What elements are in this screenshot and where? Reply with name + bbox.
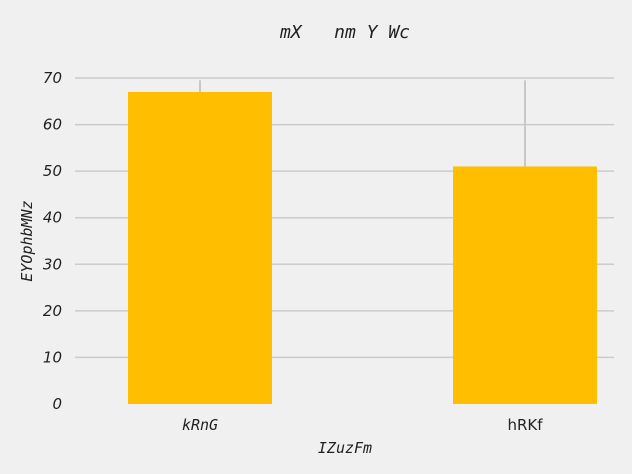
- bar: [453, 166, 597, 404]
- x-tick-label: hRKf: [507, 416, 543, 434]
- y-tick-label: 70: [43, 69, 62, 87]
- y-axis-label: EYOphbMNz: [18, 200, 36, 281]
- y-tick-label: 10: [43, 348, 62, 366]
- y-tick-label: 0: [52, 395, 62, 413]
- x-axis-ticks: kRnG hRKf: [182, 416, 543, 434]
- y-tick-label: 30: [43, 255, 62, 273]
- bar: [128, 91, 272, 404]
- y-tick-label: 20: [43, 302, 62, 320]
- error-bars: [199, 80, 526, 167]
- x-axis-label: IZuzFm: [318, 439, 372, 457]
- x-tick-label: kRnG: [182, 416, 218, 434]
- y-tick-label: 50: [43, 162, 62, 180]
- chart-title: mX nm Y Wc: [279, 22, 410, 43]
- y-tick-label: 60: [43, 116, 62, 134]
- bars: [128, 91, 597, 404]
- y-tick-label: 40: [43, 209, 62, 227]
- y-axis-ticks: 0 10 20 30 40 50 60 70: [43, 69, 62, 413]
